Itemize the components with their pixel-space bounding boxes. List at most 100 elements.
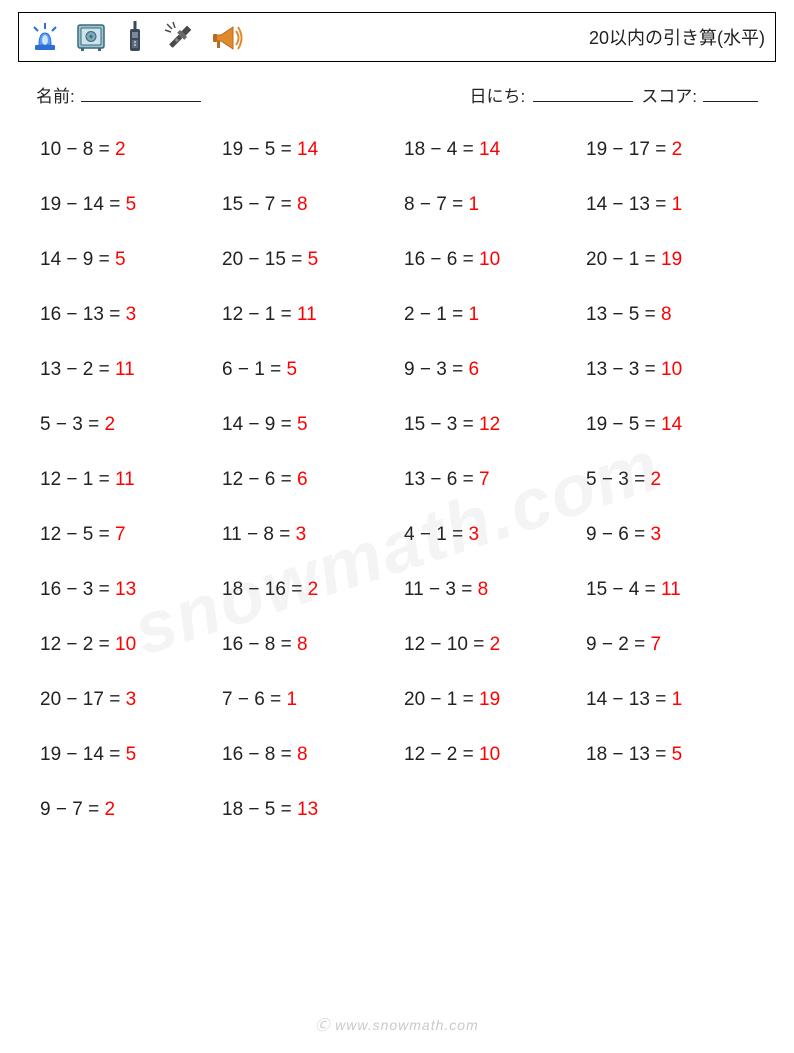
problem-expression: 5 − 3 = bbox=[586, 469, 650, 490]
problem-cell: 12 − 1 = 11 bbox=[40, 469, 212, 493]
problem-answer: 7 bbox=[115, 524, 126, 545]
problem-answer: 5 bbox=[126, 194, 137, 215]
problem-answer: 3 bbox=[126, 689, 137, 710]
problem-expression: 12 − 5 = bbox=[40, 524, 115, 545]
date-label: 日にち: bbox=[470, 82, 526, 107]
problem-cell: 19 − 14 = 5 bbox=[40, 194, 212, 218]
problem-cell: 19 − 5 = 14 bbox=[222, 139, 394, 163]
name-label: 名前: bbox=[36, 82, 75, 107]
problem-answer: 2 bbox=[104, 414, 115, 435]
problem-answer: 5 bbox=[297, 414, 308, 435]
problem-cell: 5 − 3 = 2 bbox=[586, 469, 758, 493]
problem-cell: 12 − 10 = 2 bbox=[404, 634, 576, 658]
problem-cell: 16 − 8 = 8 bbox=[222, 634, 394, 658]
problem-expression: 4 − 1 = bbox=[404, 524, 468, 545]
problem-cell: 16 − 6 = 10 bbox=[404, 249, 576, 273]
problem-cell: 12 − 5 = 7 bbox=[40, 524, 212, 548]
problem-cell: 12 − 6 = 6 bbox=[222, 469, 394, 493]
problem-cell: 13 − 3 = 10 bbox=[586, 359, 758, 383]
problem-expression: 9 − 7 = bbox=[40, 799, 104, 820]
problem-expression: 19 − 17 = bbox=[586, 139, 672, 160]
problem-answer: 1 bbox=[468, 304, 479, 325]
problem-cell: 9 − 3 = 6 bbox=[404, 359, 576, 383]
problem-expression: 15 − 3 = bbox=[404, 414, 479, 435]
problem-expression: 18 − 16 = bbox=[222, 579, 308, 600]
problem-answer: 2 bbox=[650, 469, 661, 490]
problem-grid: 10 − 8 = 219 − 5 = 1418 − 4 = 1419 − 17 … bbox=[18, 129, 776, 823]
problem-answer: 11 bbox=[297, 304, 317, 325]
problem-expression: 11 − 3 = bbox=[404, 579, 478, 600]
problem-answer: 2 bbox=[104, 799, 115, 820]
problem-expression: 15 − 7 = bbox=[222, 194, 297, 215]
problem-expression: 2 − 1 = bbox=[404, 304, 468, 325]
problem-expression: 5 − 3 = bbox=[40, 414, 104, 435]
problem-answer: 3 bbox=[126, 304, 137, 325]
problem-expression: 12 − 10 = bbox=[404, 634, 490, 655]
problem-answer: 10 bbox=[479, 249, 500, 270]
problem-cell: 4 − 1 = 3 bbox=[404, 524, 576, 548]
problem-cell: 13 − 2 = 11 bbox=[40, 359, 212, 383]
problem-cell: 14 − 9 = 5 bbox=[40, 249, 212, 273]
problem-answer: 14 bbox=[479, 139, 500, 160]
problem-answer: 2 bbox=[672, 139, 683, 160]
problem-expression: 13 − 5 = bbox=[586, 304, 661, 325]
problem-answer: 8 bbox=[297, 194, 308, 215]
icon-row bbox=[29, 19, 245, 55]
footer: Ⓒ www.snowmath.com bbox=[0, 1015, 794, 1035]
problem-cell: 11 − 8 = 3 bbox=[222, 524, 394, 548]
problem-expression: 18 − 5 = bbox=[222, 799, 297, 820]
date-blank bbox=[533, 83, 633, 102]
problem-cell: 19 − 5 = 14 bbox=[586, 414, 758, 438]
megaphone-icon bbox=[211, 21, 245, 53]
problem-cell: 16 − 8 = 8 bbox=[222, 744, 394, 768]
problem-cell: 11 − 3 = 8 bbox=[404, 579, 576, 603]
problem-cell: 14 − 9 = 5 bbox=[222, 414, 394, 438]
problem-expression: 16 − 3 = bbox=[40, 579, 115, 600]
problem-answer: 10 bbox=[115, 634, 136, 655]
problem-expression: 19 − 5 = bbox=[586, 414, 661, 435]
problem-expression: 14 − 9 = bbox=[40, 249, 115, 270]
problem-expression: 7 − 6 = bbox=[222, 689, 286, 710]
problem-cell: 6 − 1 = 5 bbox=[222, 359, 394, 383]
problem-expression: 15 − 4 = bbox=[586, 579, 661, 600]
problem-answer: 3 bbox=[468, 524, 479, 545]
problem-expression: 13 − 3 = bbox=[586, 359, 661, 380]
problem-answer: 6 bbox=[297, 469, 308, 490]
problem-answer: 5 bbox=[115, 249, 126, 270]
problem-expression: 11 − 8 = bbox=[222, 524, 296, 545]
problem-cell: 9 − 2 = 7 bbox=[586, 634, 758, 658]
problem-cell: 9 − 7 = 2 bbox=[40, 799, 212, 823]
problem-cell: 9 − 6 = 3 bbox=[586, 524, 758, 548]
problem-cell: 8 − 7 = 1 bbox=[404, 194, 576, 218]
name-blank bbox=[81, 83, 201, 102]
problem-expression: 20 − 1 = bbox=[404, 689, 479, 710]
problem-cell: 18 − 5 = 13 bbox=[222, 799, 394, 823]
problem-expression: 14 − 13 = bbox=[586, 194, 672, 215]
problem-expression: 12 − 1 = bbox=[222, 304, 297, 325]
problem-cell: 12 − 1 = 11 bbox=[222, 304, 394, 328]
problem-cell bbox=[586, 799, 758, 823]
safe-icon bbox=[75, 21, 107, 53]
problem-answer: 11 bbox=[661, 579, 681, 600]
problem-answer: 8 bbox=[297, 634, 308, 655]
problem-cell: 2 − 1 = 1 bbox=[404, 304, 576, 328]
problem-answer: 8 bbox=[297, 744, 308, 765]
problem-expression: 20 − 15 = bbox=[222, 249, 308, 270]
score-label: スコア: bbox=[641, 82, 697, 107]
problem-cell: 15 − 3 = 12 bbox=[404, 414, 576, 438]
problem-answer: 11 bbox=[115, 359, 135, 380]
problem-answer: 8 bbox=[478, 579, 489, 600]
problem-cell: 13 − 5 = 8 bbox=[586, 304, 758, 328]
problem-cell: 14 − 13 = 1 bbox=[586, 689, 758, 713]
problem-expression: 18 − 13 = bbox=[586, 744, 672, 765]
siren-icon bbox=[29, 21, 61, 53]
problem-answer: 19 bbox=[479, 689, 500, 710]
problem-cell: 10 − 8 = 2 bbox=[40, 139, 212, 163]
problem-answer: 5 bbox=[308, 249, 319, 270]
problem-answer: 6 bbox=[468, 359, 479, 380]
problem-cell: 18 − 4 = 14 bbox=[404, 139, 576, 163]
problem-expression: 12 − 1 = bbox=[40, 469, 115, 490]
problem-cell: 19 − 17 = 2 bbox=[586, 139, 758, 163]
problem-answer: 3 bbox=[296, 524, 307, 545]
problem-cell: 14 − 13 = 1 bbox=[586, 194, 758, 218]
